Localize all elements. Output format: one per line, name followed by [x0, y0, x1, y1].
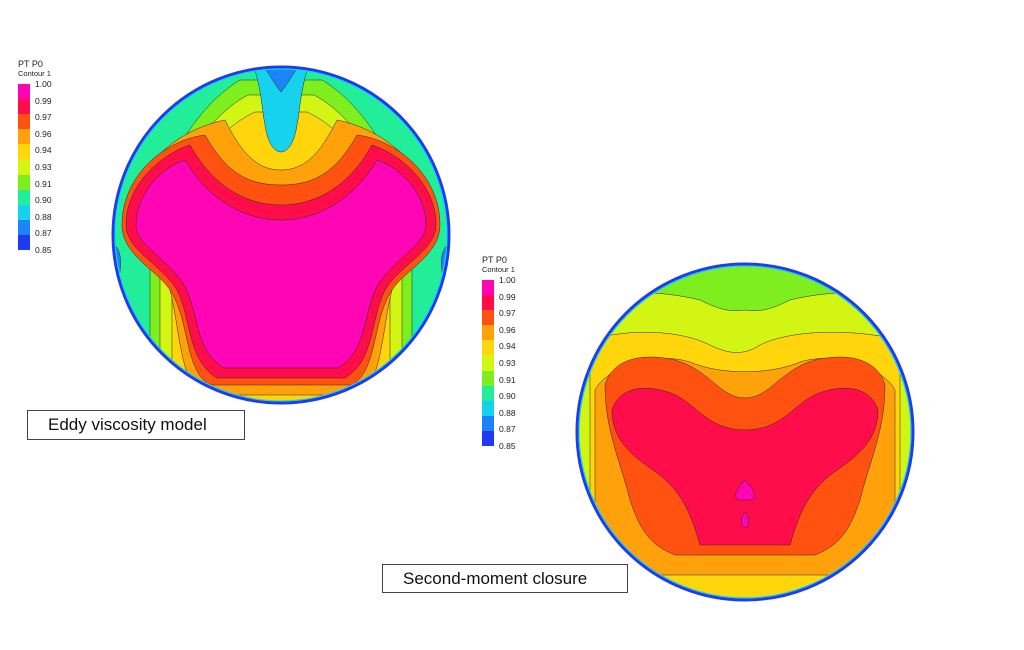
legend-tick-label: 0.90 — [35, 195, 52, 206]
legend-tick-label: 1.00 — [35, 79, 52, 89]
legend-tick-label: 0.85 — [499, 441, 516, 451]
legend-swatch — [482, 295, 494, 311]
legend-tick-label: 0.87 — [499, 424, 516, 435]
legend-swatch — [482, 355, 494, 372]
contour-band-100 — [135, 159, 427, 369]
legend-tick-label: 0.90 — [499, 391, 516, 402]
legend-title: PT P0 — [482, 255, 507, 265]
eddy-viscosity-contour-plot — [113, 67, 449, 403]
legend-subtitle: Contour 1 — [18, 69, 51, 78]
legend-tick-label: 0.93 — [35, 162, 52, 172]
legend-tick-label: 0.91 — [35, 178, 52, 189]
legend-tick-label: 0.97 — [35, 112, 52, 123]
caption-eddy-viscosity: Eddy viscosity model — [27, 410, 245, 440]
contour-band-099 — [611, 387, 879, 546]
legend-tick-label: 0.85 — [35, 245, 52, 255]
legend-tick-label: 0.99 — [35, 95, 52, 106]
legend-tick-label: 0.96 — [499, 324, 516, 335]
legend-tick-label: 0.99 — [499, 291, 516, 302]
legend-tick-label: 0.87 — [35, 228, 52, 239]
legend-swatch — [482, 325, 494, 341]
legend-swatch — [18, 234, 30, 251]
legend-tick-label: 0.91 — [499, 374, 516, 385]
legend-swatch — [18, 219, 30, 236]
legend-swatch — [482, 370, 494, 387]
legend-swatch — [18, 84, 30, 100]
legend-swatch — [482, 310, 494, 326]
legend-tick-label: 0.93 — [499, 358, 516, 368]
legend-colorbar — [18, 84, 30, 251]
legend-swatch — [482, 415, 494, 432]
legend-swatch — [482, 385, 494, 402]
legend-tick-label: 0.88 — [499, 407, 516, 418]
legend-tick-label: 0.94 — [499, 341, 516, 352]
legend-tick-label: 0.96 — [35, 128, 52, 139]
legend-subtitle: Contour 1 — [482, 265, 515, 274]
legend-colorbar — [482, 280, 494, 447]
legend-swatch — [18, 99, 30, 115]
legend-swatch — [18, 159, 30, 176]
caption-second-moment: Second-moment closure — [382, 564, 628, 593]
legend-left: PT P0 Contour 1 1.00 0.99 0.97 0.96 0.94 0.93… — [18, 60, 78, 260]
legend-title: PT P0 — [18, 59, 43, 69]
legend-swatch — [482, 400, 494, 417]
legend-swatch — [18, 129, 30, 145]
legend-tick-label: 0.94 — [35, 145, 52, 156]
second-moment-contour-plot — [577, 264, 913, 600]
contour-band-088 — [254, 69, 308, 153]
legend-right: PT P0 Contour 1 1.00 0.99 0.97 0.96 0.94 0.93… — [482, 256, 542, 456]
legend-swatch — [482, 280, 494, 296]
contour-band-100 — [735, 479, 755, 529]
legend-swatch — [18, 114, 30, 130]
legend-swatch — [18, 189, 30, 206]
legend-tick-label: 1.00 — [499, 275, 516, 285]
legend-swatch — [482, 430, 494, 447]
legend-tick-label: 0.88 — [35, 211, 52, 222]
legend-swatch — [18, 174, 30, 191]
legend-swatch — [482, 340, 494, 356]
legend-swatch — [18, 204, 30, 221]
legend-tick-label: 0.97 — [499, 308, 516, 319]
legend-swatch — [18, 144, 30, 160]
